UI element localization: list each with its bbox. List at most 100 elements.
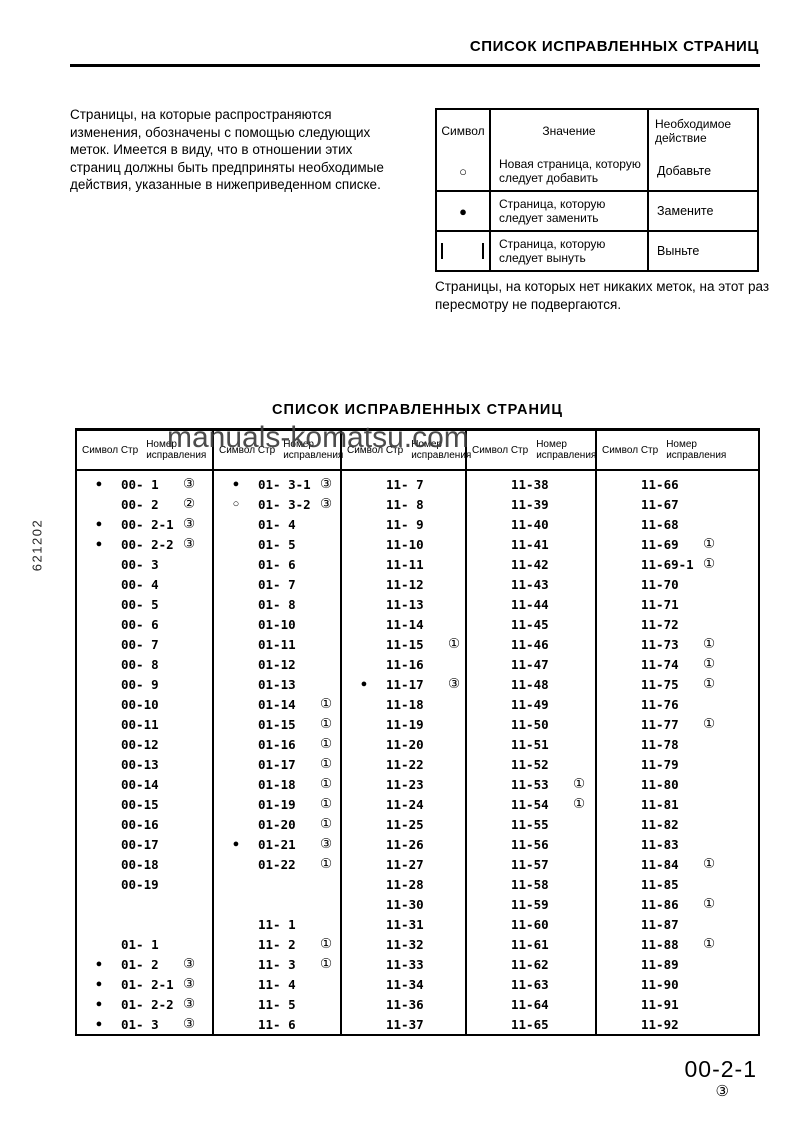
revision-number: ① bbox=[320, 956, 333, 972]
table-row: 11-30 bbox=[342, 894, 465, 914]
page-number: 11-43 bbox=[511, 576, 549, 592]
table-row: 00-15 bbox=[77, 794, 212, 814]
table-row: 00-11 bbox=[77, 714, 212, 734]
table-row: 11-62 bbox=[467, 954, 595, 974]
revision-number: ③ bbox=[183, 976, 196, 992]
table-row: 00-19 bbox=[77, 874, 212, 894]
page-number: 11-89 bbox=[641, 956, 679, 972]
watermark: manuals-komatsu.com bbox=[167, 421, 469, 454]
table-row: 01- 4 bbox=[214, 514, 340, 534]
table-row: 11-69-1 ① bbox=[597, 554, 758, 574]
header-rule bbox=[70, 64, 760, 67]
revision-number: ③ bbox=[183, 996, 196, 1012]
page-number: 11-62 bbox=[511, 956, 549, 972]
removal-marks-icon bbox=[437, 243, 489, 259]
table-row: 01- 7 bbox=[214, 574, 340, 594]
table-row: 11-81 bbox=[597, 794, 758, 814]
page-number: 11-42 bbox=[511, 556, 549, 572]
table-row: 11- 1 bbox=[214, 914, 340, 934]
table-row: ● 01- 2 ③ bbox=[77, 954, 212, 974]
page-number: 00-17 bbox=[121, 836, 159, 852]
legend-body: ○ Новая страница, которую следует добавит… bbox=[437, 152, 757, 270]
page-number: 11- 6 bbox=[258, 1016, 296, 1032]
revision-number: ① bbox=[703, 636, 716, 652]
page-number: 11-80 bbox=[641, 776, 679, 792]
column-header-symbol-page: Символ Стр bbox=[472, 444, 529, 456]
table-row: 11-73 ① bbox=[597, 634, 758, 654]
table-row: 00-10 bbox=[77, 694, 212, 714]
table-row: 11-50 bbox=[467, 714, 595, 734]
page-number: 11-90 bbox=[641, 976, 679, 992]
column-header: Символ Стр Номер исправления bbox=[342, 431, 471, 471]
table-row: 11-80 bbox=[597, 774, 758, 794]
table-row: 11-63 bbox=[467, 974, 595, 994]
table-row: ● 01- 3 ③ bbox=[77, 1014, 212, 1034]
page-number: 01- 2 bbox=[121, 956, 159, 972]
table-row: 11-36 bbox=[342, 994, 465, 1014]
table-row: 11-54 ① bbox=[467, 794, 595, 814]
legend-header-meaning: Значение bbox=[489, 110, 647, 152]
revision-number: ③ bbox=[448, 676, 461, 692]
revision-number: ① bbox=[320, 776, 333, 792]
page-number: 11-75 bbox=[641, 676, 679, 692]
table-row: 11-40 bbox=[467, 514, 595, 534]
column-header: Символ Стр Номер исправления bbox=[214, 431, 343, 471]
table-row: 11- 3 ① bbox=[214, 954, 340, 974]
page-number: 11-22 bbox=[386, 756, 424, 772]
table-row: 11-51 bbox=[467, 734, 595, 754]
revision-number: ① bbox=[573, 776, 586, 792]
page-number: 11-69 bbox=[641, 536, 679, 552]
table-row: 11-49 bbox=[467, 694, 595, 714]
table-row: 11-58 bbox=[467, 874, 595, 894]
page-number: 11-23 bbox=[386, 776, 424, 792]
table-row: 11-46 bbox=[467, 634, 595, 654]
revision-number: ③ bbox=[183, 476, 196, 492]
column-header: Символ Стр Номер исправления bbox=[597, 431, 758, 471]
table-row: 00- 9 bbox=[77, 674, 212, 694]
page-number: 00- 1 bbox=[121, 476, 159, 492]
legend-symbol-cell bbox=[437, 232, 489, 270]
page-number: 11-14 bbox=[386, 616, 424, 632]
table-row: 11-38 bbox=[467, 474, 595, 494]
page-number: 01-11 bbox=[258, 636, 296, 652]
table-row bbox=[214, 894, 340, 914]
column-header-revision: Номер исправления bbox=[146, 439, 207, 461]
circle-empty-icon: ○ bbox=[459, 163, 467, 179]
page-number: 11-83 bbox=[641, 836, 679, 852]
table-row: 01-18 ① bbox=[214, 774, 340, 794]
page-number: 00- 2 bbox=[121, 496, 159, 512]
table-row: 01-15 ① bbox=[214, 714, 340, 734]
page-number: 11-37 bbox=[386, 1016, 424, 1032]
page-number: 11-69-1 bbox=[641, 556, 694, 572]
table-row: 01-16 ① bbox=[214, 734, 340, 754]
revision-symbol-icon: ● bbox=[95, 478, 103, 490]
page-number: 11-11 bbox=[386, 556, 424, 572]
table-row: 11-34 bbox=[342, 974, 465, 994]
revision-number: ③ bbox=[320, 836, 333, 852]
page-number: 11- 9 bbox=[386, 516, 424, 532]
legend-action-cell: Замените bbox=[647, 192, 755, 230]
page-number: 11-74 bbox=[641, 656, 679, 672]
table-column: Символ Стр Номер исправления 11- 7 11- 8 11-… bbox=[342, 431, 471, 1034]
table-row: 11-60 bbox=[467, 914, 595, 934]
page-number: 01- 2-1 bbox=[121, 976, 174, 992]
revision-symbol-icon: ● bbox=[95, 998, 103, 1010]
page-number: 01- 2-2 bbox=[121, 996, 174, 1012]
table-row: 11-37 bbox=[342, 1014, 465, 1034]
column-body: ● 00- 1 ③ 00- 2 ② ● 00- 2-1 ③ ● 00- 2-2 ③ 00- 3 00- … bbox=[77, 471, 212, 1034]
table-row: 01-19 ① bbox=[214, 794, 340, 814]
page-number: 11-39 bbox=[511, 496, 549, 512]
table-row: 11-14 bbox=[342, 614, 465, 634]
circle-filled-icon: ● bbox=[459, 203, 467, 219]
table-row: 11-77 ① bbox=[597, 714, 758, 734]
table-column: Символ Стр Номер исправления ● 00- 1 ③ 00- 2 ②… bbox=[77, 431, 214, 1034]
page-number: 11-15 bbox=[386, 636, 424, 652]
page-number: 11-48 bbox=[511, 676, 549, 692]
page-number: 01- 5 bbox=[258, 536, 296, 552]
table-row: 11-45 bbox=[467, 614, 595, 634]
table-row: 11-55 bbox=[467, 814, 595, 834]
table-row: ● 00- 2-1 ③ bbox=[77, 514, 212, 534]
legend-row: ○ Новая страница, которую следует добавит… bbox=[437, 152, 757, 190]
table-row: 11-72 bbox=[597, 614, 758, 634]
